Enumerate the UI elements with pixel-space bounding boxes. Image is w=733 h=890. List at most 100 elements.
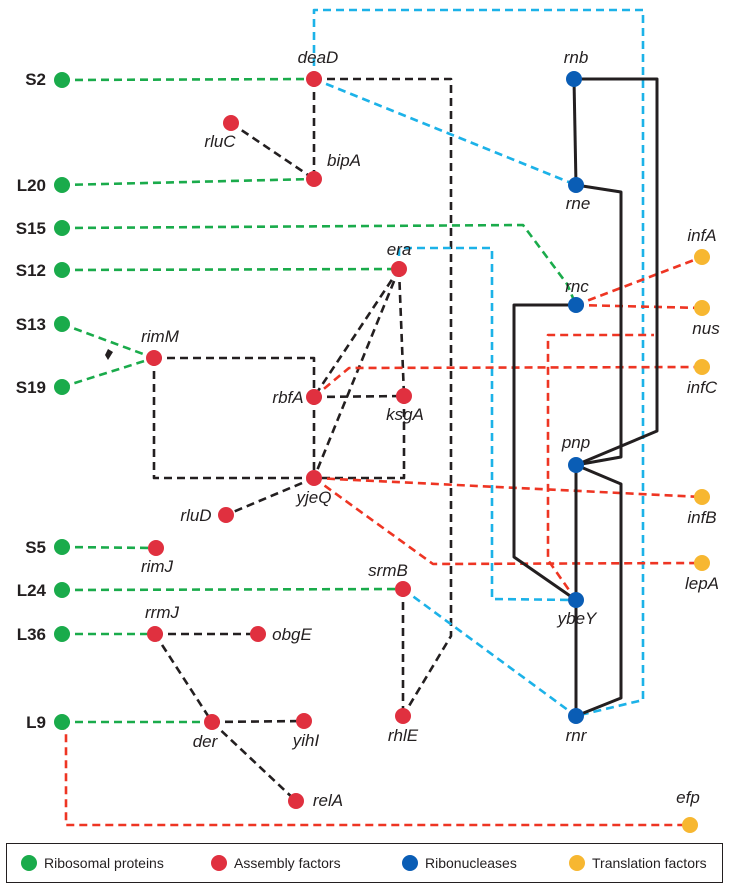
node-label-infA: infA (687, 226, 716, 245)
node-label-rne: rne (566, 194, 591, 213)
edge-der-relA (211, 721, 297, 802)
edge-der-yihI (211, 719, 305, 724)
node-rhlE (395, 708, 411, 724)
yellow-dot-icon (569, 854, 585, 871)
node-der (204, 714, 220, 730)
legend-item-translation-factors: Translation factors (569, 844, 707, 881)
edge-deaD-rhlE (314, 77, 453, 717)
node-rnc (568, 297, 584, 313)
node-S19 (54, 379, 70, 395)
node-L20 (54, 177, 70, 193)
node-label-pnp: pnp (561, 433, 590, 452)
edge-rnb-pnp (574, 77, 659, 467)
edge-rnc-infA (575, 255, 703, 307)
node-relA (288, 793, 304, 809)
edge-era-yjeQ (312, 268, 401, 479)
node-nus (694, 300, 710, 316)
edge-rne-pnp (575, 183, 623, 467)
node-infC (694, 359, 710, 375)
node-label-bipA: bipA (327, 151, 361, 170)
node-label-S19: S19 (16, 378, 46, 397)
edge-deaD-rnr (312, 8, 645, 718)
edge-rbfA-ksgA (313, 394, 405, 399)
node-label-S12: S12 (16, 261, 46, 280)
node-label-nus: nus (692, 319, 720, 338)
node-label-rhlE: rhlE (388, 726, 419, 745)
node-label-rluC: rluC (204, 132, 236, 151)
node-rne (568, 177, 584, 193)
node-label-deaD: deaD (298, 48, 339, 67)
edge-rnc-ybeY (512, 303, 577, 602)
node-label-relA: relA (313, 791, 343, 810)
marks-layer (105, 349, 113, 360)
edge-S12-era (61, 267, 400, 272)
edge-ybeY-nus (546, 333, 654, 601)
node-label-L9: L9 (26, 713, 46, 732)
nodes-layer (54, 71, 710, 833)
legend: Ribosomal proteins Assembly factors Ribo… (6, 843, 723, 883)
node-label-L36: L36 (17, 625, 46, 644)
node-L9 (54, 714, 70, 730)
edge-rrmJ-der (153, 633, 214, 723)
edge-era-ybeY (397, 246, 577, 602)
node-label-srmB: srmB (368, 561, 408, 580)
blue-dot-icon (402, 854, 418, 871)
edge-rne-pnp (575, 183, 623, 467)
legend-item-assembly-factors: Assembly factors (211, 844, 341, 881)
node-label-infC: infC (687, 378, 718, 397)
node-L24 (54, 582, 70, 598)
small-arrowhead-mark (105, 349, 113, 360)
edge-S2-deaD (61, 77, 315, 82)
node-lepA (694, 555, 710, 571)
edge-yjeQ-rluD (225, 476, 315, 517)
node-rluD (218, 507, 234, 523)
node-L36 (54, 626, 70, 642)
edge-L9-efp (60, 721, 690, 827)
node-S12 (54, 262, 70, 278)
node-label-L24: L24 (17, 581, 47, 600)
legend-label: Assembly factors (234, 854, 341, 871)
green-dot-icon (21, 854, 37, 871)
node-label-yihI: yihI (292, 731, 320, 750)
node-label-S13: S13 (16, 315, 46, 334)
legend-label: Translation factors (592, 854, 707, 871)
legend-label: Ribonucleases (425, 854, 517, 871)
edge-ksgA-yjeQ (314, 396, 406, 480)
node-S13 (54, 316, 70, 332)
edge-S13-rimM (61, 322, 155, 360)
edge-era-rbfA (312, 268, 401, 398)
node-bipA (306, 171, 322, 187)
node-rnb (566, 71, 582, 87)
node-label-rrmJ: rrmJ (145, 603, 179, 622)
node-label-yjeQ: yjeQ (296, 488, 332, 507)
node-label-ybeY: ybeY (557, 609, 598, 628)
node-efp (682, 817, 698, 833)
node-rrmJ (147, 626, 163, 642)
edge-S15-rnc (61, 223, 578, 306)
legend-item-ribosomal-proteins: Ribosomal proteins (21, 844, 164, 881)
node-rimJ (148, 540, 164, 556)
node-yjeQ (306, 470, 322, 486)
interaction-network: S2 L20 S15 S12 S13 S19 S5 L24 L36 L9 deaD rluC bipA e… (16, 8, 720, 833)
node-label-S2: S2 (25, 70, 46, 89)
node-infB (694, 489, 710, 505)
edge-rbfA-infC (313, 365, 703, 399)
red-dot-icon (211, 854, 227, 871)
edge-pnp-rnr (575, 463, 623, 718)
node-infA (694, 249, 710, 265)
edge-rnb-rne (572, 78, 578, 186)
node-label-era: era (387, 240, 412, 259)
node-label-rnc: rnc (565, 277, 589, 296)
node-ybeY (568, 592, 584, 608)
legend-item-ribonucleases: Ribonucleases (402, 844, 517, 881)
edge-era-ksgA (397, 268, 406, 397)
node-srmB (395, 581, 411, 597)
edge-S19-rimM (61, 356, 155, 389)
node-S15 (54, 220, 70, 236)
edge-yjeQ-lepA (313, 476, 703, 566)
edge-rnc-nus (575, 303, 703, 310)
node-rluC (223, 115, 239, 131)
edge-L20-bipA (61, 177, 315, 187)
node-label-S5: S5 (25, 538, 46, 557)
node-deaD (306, 71, 322, 87)
